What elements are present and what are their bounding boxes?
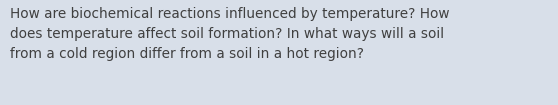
Text: How are biochemical reactions influenced by temperature? How
does temperature af: How are biochemical reactions influenced…: [10, 7, 450, 61]
